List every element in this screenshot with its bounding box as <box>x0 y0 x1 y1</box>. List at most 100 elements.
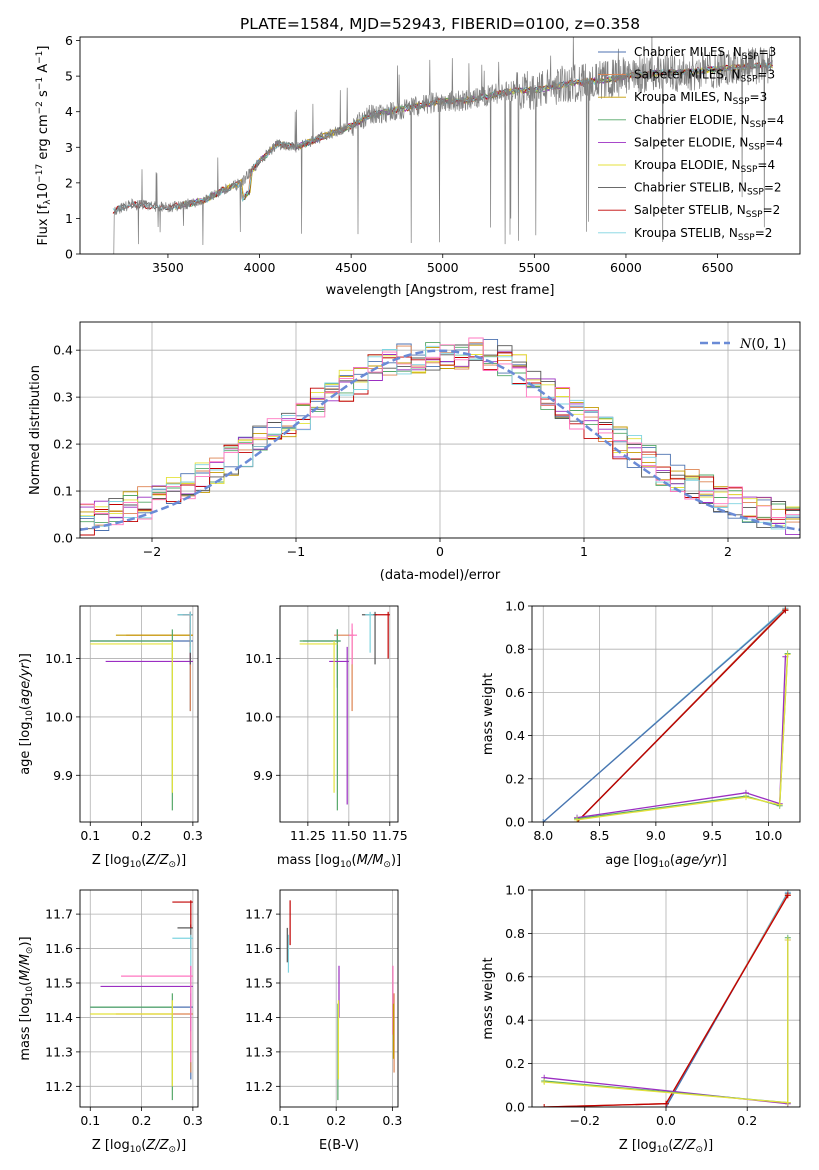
axes-spectrum: 3500 4000 4500 5000 5500 6000 6500 0 1 2 3 4 5 6 Chabr… <box>35 33 801 298</box>
data-spectrum-line <box>113 37 773 254</box>
plot-area-age-vs-Z <box>80 606 198 822</box>
y-tick-label: 3 <box>65 140 73 155</box>
x-tick-label: 3500 <box>152 260 184 275</box>
y-tick-label: 11.7 <box>45 907 73 922</box>
axes-frame <box>279 889 399 1108</box>
y-tick-label: 1.0 <box>505 883 525 898</box>
x-tick-label: 8.0 <box>533 828 553 843</box>
x-tick-label: 0.2 <box>737 1113 757 1128</box>
weight-point <box>784 892 791 899</box>
x-tick-label: 0 <box>436 544 444 559</box>
y-tick-label: 0.8 <box>505 926 525 941</box>
weight-point <box>742 794 749 801</box>
x-tick-label: 0.3 <box>382 1113 402 1128</box>
axes-weight-vs-Z: −0.2 0.0 0.2 0.0 0.2 0.4 0.6 0.8 1.0 Z [log10(Z/Z… <box>481 883 801 1155</box>
plot-area-spectrum <box>112 37 773 254</box>
y-tick-label: 4 <box>65 104 73 119</box>
plot-area-weight-vs-age <box>532 606 800 822</box>
x-axis-label: E(B-V) <box>319 1138 359 1153</box>
plot-area-residuals <box>80 322 800 538</box>
y-axis-label: mass weight <box>481 673 496 755</box>
plot-area-mass-vs-ebv <box>280 890 398 1107</box>
legend-label: Chabrier STELIB, NSSP=2 <box>634 181 782 198</box>
figure-title: PLATE=1584, MJD=52943, FIBERID=0100, z=0… <box>240 15 640 33</box>
y-tick-label: 10.0 <box>245 709 273 724</box>
x-tick-label: 0.2 <box>132 828 152 843</box>
legend-label: Chabrier MILES, NSSP=3 <box>634 45 776 62</box>
x-tick-label: 1 <box>580 544 588 559</box>
y-axis-label: mass [log10(M/M⊙)] <box>18 936 35 1060</box>
legend-label: Salpeter STELIB, NSSP=2 <box>634 203 780 220</box>
x-tick-label: 0.0 <box>656 1113 676 1128</box>
weight-series-line <box>576 609 786 822</box>
x-tick-label: 9.0 <box>646 828 666 843</box>
plot-area-mass-vs-Z <box>80 890 198 1107</box>
y-axis-label: Normed distribution <box>28 365 43 495</box>
plot-area-age-vs-mass <box>280 606 398 822</box>
axes-frame <box>79 36 801 255</box>
x-axis-label: Z [log10(Z/Z⊙)] <box>92 853 186 870</box>
x-axis-label: (data-model)/error <box>380 568 501 583</box>
y-tick-label: 0.6 <box>505 969 525 984</box>
x-tick-label: 4000 <box>244 260 276 275</box>
y-tick-label: 0.2 <box>505 771 525 786</box>
weight-series-line <box>576 654 789 821</box>
y-tick-label: 0.8 <box>505 642 525 657</box>
y-tick-label: 11.4 <box>245 1010 273 1025</box>
plot-area-weight-vs-Z <box>532 890 800 1107</box>
weight-point <box>540 819 547 822</box>
x-tick-label: 6500 <box>702 260 734 275</box>
x-tick-label: 11.50 <box>331 828 367 843</box>
x-tick-label: 0.1 <box>270 1113 290 1128</box>
y-tick-label: 11.7 <box>245 907 273 922</box>
axes-weight-vs-age: 8.0 8.5 9.0 9.5 10.0 0.0 0.2 0.4 0.6 0.8 1.0 age [l… <box>481 599 801 870</box>
y-tick-label: 1.0 <box>505 599 525 614</box>
y-tick-label: 9.9 <box>253 768 273 783</box>
y-tick-label: 0.3 <box>53 390 73 405</box>
x-tick-label: 2 <box>724 544 732 559</box>
x-tick-label: −2 <box>143 544 161 559</box>
y-tick-label: 11.6 <box>245 941 273 956</box>
y-tick-label: 9.9 <box>53 768 73 783</box>
x-tick-label: 5000 <box>427 260 459 275</box>
y-tick-label: 1 <box>65 211 73 226</box>
x-tick-label: 0.3 <box>183 1113 203 1128</box>
weight-series-line <box>576 656 787 819</box>
y-tick-label: 0.0 <box>53 531 73 546</box>
axes-mass-vs-ebv: 0.1 0.2 0.3 11.2 11.3 11.4 11.5 11.6 11.7 E(B-V) <box>245 889 402 1153</box>
legend: Chabrier MILES, NSSP=3 Salpeter MILES, NS… <box>598 45 784 243</box>
y-tick-label: 0.2 <box>505 1056 525 1071</box>
y-tick-label: 11.3 <box>45 1044 73 1059</box>
weight-point <box>784 651 791 658</box>
legend-label: Salpeter MILES, NSSP=3 <box>634 68 775 85</box>
x-tick-label: −1 <box>287 544 305 559</box>
x-axis-label: Z [log10(Z/Z⊙)] <box>92 1138 186 1155</box>
legend-label: Kroupa STELIB, NSSP=2 <box>634 226 772 243</box>
weight-point <box>776 801 783 808</box>
axes-mass-vs-Z: 0.1 0.2 0.3 11.2 11.3 11.4 11.5 11.6 11.7 Z [log1… <box>18 889 203 1155</box>
y-tick-label: 0.1 <box>53 484 73 499</box>
y-tick-label: 10.1 <box>45 651 73 666</box>
y-tick-label: 0.0 <box>505 815 525 830</box>
y-tick-label: 0.2 <box>53 437 73 452</box>
y-tick-label: 0.4 <box>53 343 73 358</box>
y-tick-label: 6 <box>65 33 73 48</box>
weight-point <box>663 1100 669 1107</box>
x-tick-label: 5500 <box>518 260 550 275</box>
x-axis-label: Z [log10(Z/Z⊙)] <box>619 1138 713 1155</box>
x-axis-label: mass [log10(M/M⊙)] <box>277 853 401 870</box>
x-tick-label: 0.2 <box>326 1113 346 1128</box>
legend-label: Kroupa ELODIE, NSSP=4 <box>634 158 775 175</box>
x-tick-label: 0.2 <box>132 1113 152 1128</box>
weight-series-line <box>576 653 789 820</box>
x-tick-label: 11.75 <box>372 828 408 843</box>
weight-point <box>541 1104 548 1107</box>
y-axis-label: Flux [fλ10−17 erg cm−2 s−1 A−1] <box>35 46 53 246</box>
axes-age-vs-Z: 0.1 0.2 0.3 9.9 10.0 10.1 Z [log10(Z/Z⊙)] age [… <box>18 605 203 870</box>
y-tick-label: 10.0 <box>45 709 73 724</box>
y-tick-label: 11.5 <box>45 976 73 991</box>
x-axis-label: age [log10(age/yr)] <box>605 853 727 870</box>
x-tick-label: 11.25 <box>290 828 326 843</box>
x-tick-label: 10.0 <box>755 828 783 843</box>
